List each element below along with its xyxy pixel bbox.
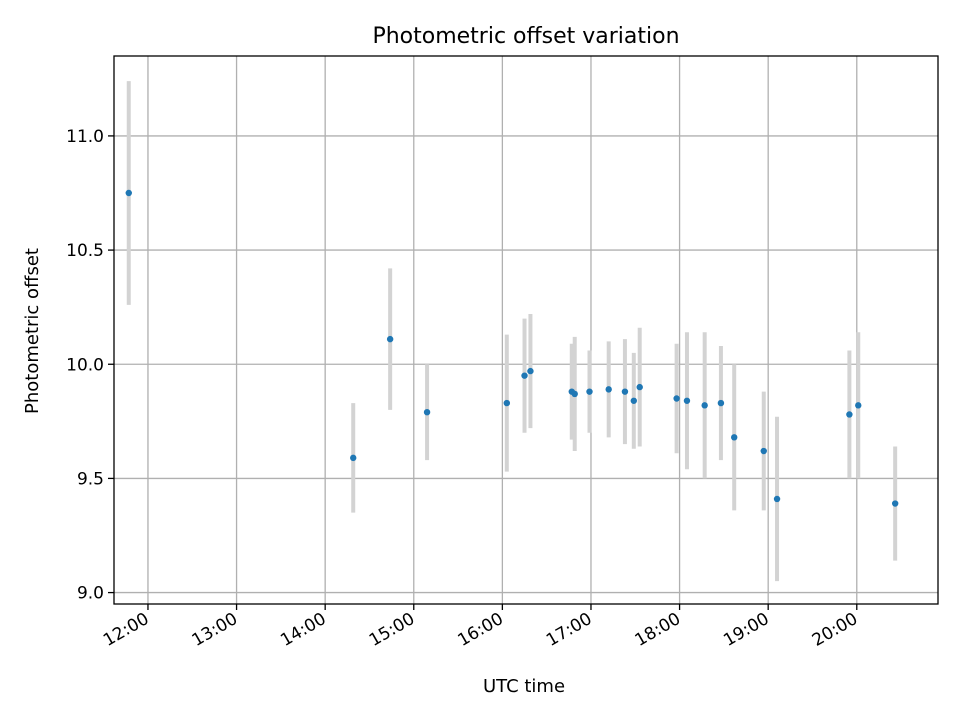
x-tick-label: 12:00	[100, 609, 152, 651]
y-axis-label: Photometric offset	[22, 248, 43, 414]
plot-frame	[113, 55, 939, 605]
data-point	[586, 388, 593, 395]
y-tick-label: 11.0	[66, 127, 104, 147]
x-tick-label: 16:00	[454, 609, 506, 651]
data-point	[717, 399, 725, 407]
data-point	[605, 386, 612, 393]
x-tick-label: 17:00	[543, 609, 595, 651]
data-point	[855, 402, 862, 409]
data-point	[423, 409, 431, 416]
data-point	[683, 397, 691, 404]
x-tick-label: 18:00	[632, 609, 684, 651]
data-point	[521, 372, 528, 379]
data-point	[731, 434, 738, 441]
data-point	[125, 189, 132, 197]
data-point	[846, 411, 853, 418]
data-point	[350, 454, 357, 462]
x-tick-label: 15:00	[366, 609, 418, 651]
x-tick-label: 20:00	[809, 609, 861, 651]
data-point	[701, 402, 708, 409]
data-point	[571, 390, 578, 398]
data-point	[891, 500, 899, 507]
data-point	[386, 335, 394, 343]
grid-layer	[114, 56, 938, 604]
x-tick-label: 13:00	[189, 609, 241, 651]
data-point	[673, 395, 680, 402]
data-point	[503, 399, 511, 407]
data-point	[773, 495, 781, 503]
tick-layer: 12:00 13:00 14:00 15:00 16:00 17:00 18:00 19:00…	[66, 127, 861, 651]
point-layer	[125, 189, 899, 507]
x-tick-label: 19:00	[720, 609, 772, 651]
data-point	[760, 447, 767, 455]
data-point	[621, 388, 629, 395]
data-point	[527, 367, 534, 375]
y-tick-label: 10.5	[66, 241, 104, 261]
x-tick-label: 14:00	[277, 609, 329, 651]
y-tick-label: 9.5	[77, 469, 104, 489]
x-axis-label: UTC time	[483, 676, 565, 697]
y-tick-label: 10.0	[66, 355, 104, 375]
data-point	[636, 383, 643, 391]
y-tick-label: 9.0	[77, 584, 104, 604]
chart-title: Photometric offset variation	[372, 24, 679, 49]
error-bar-layer	[126, 81, 898, 582]
data-point	[630, 397, 637, 404]
